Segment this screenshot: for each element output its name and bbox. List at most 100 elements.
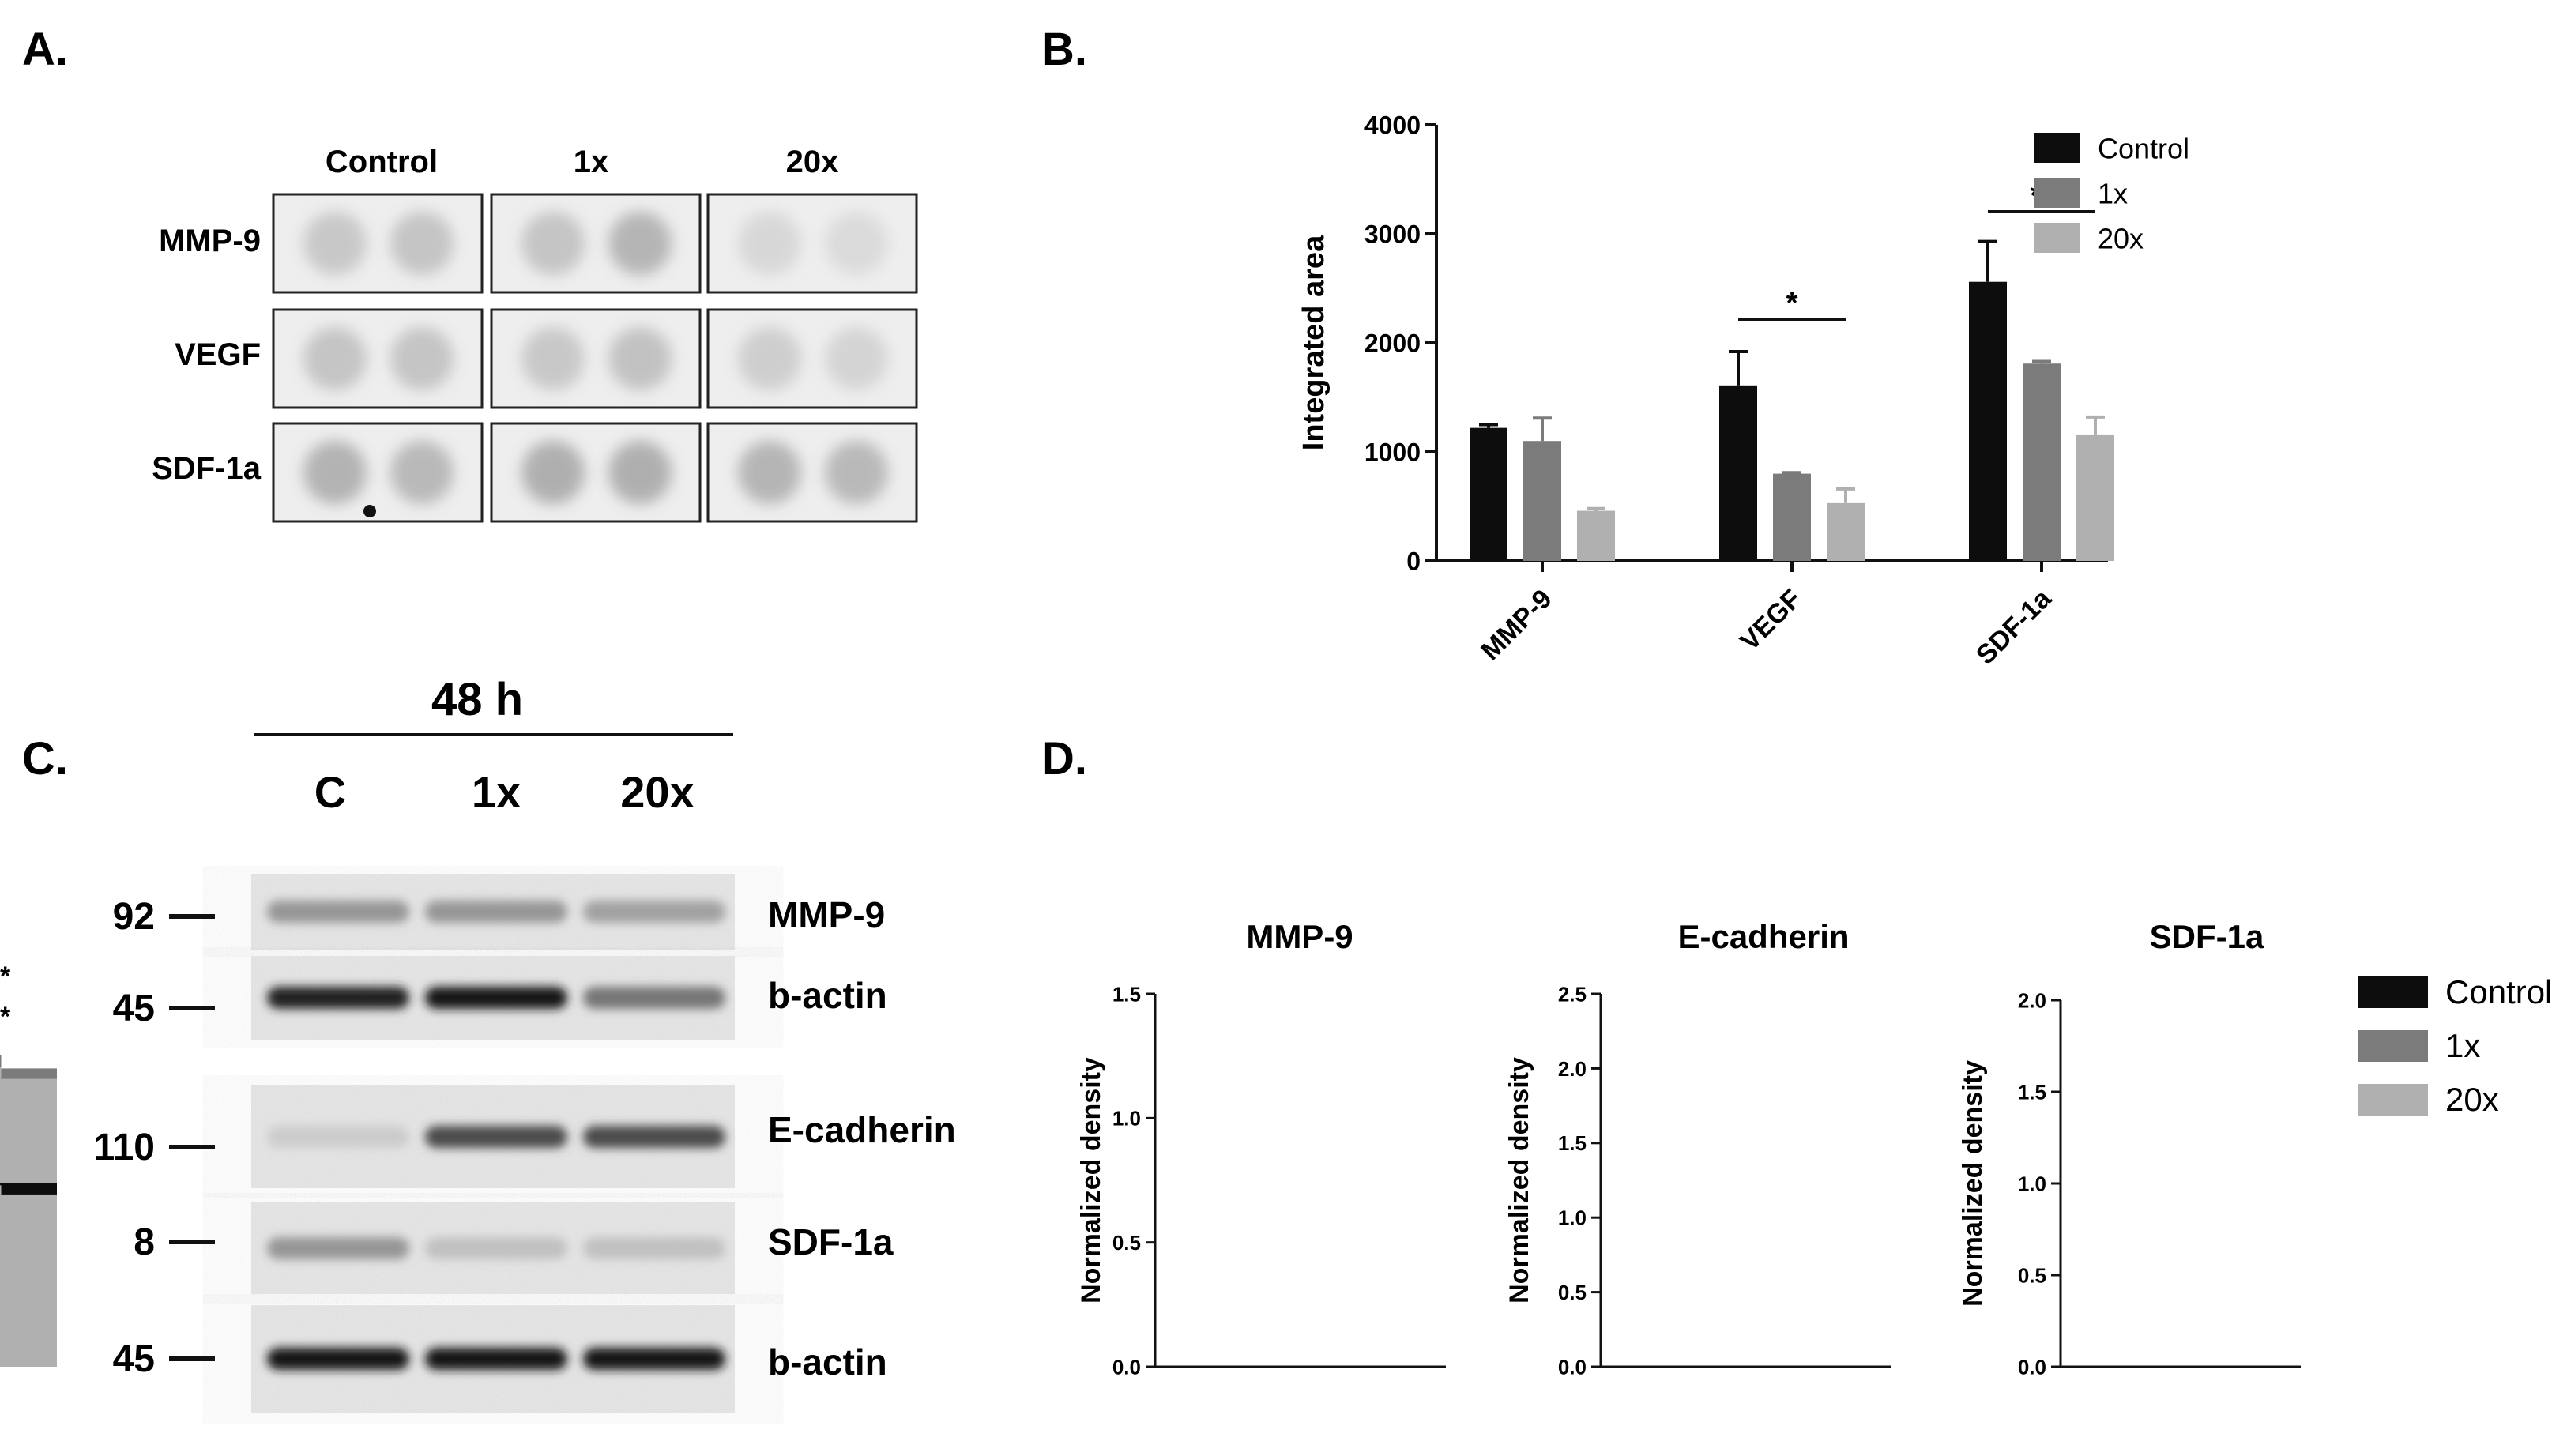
y-tick-label: 0 — [1406, 547, 1421, 576]
legend-swatch-20x — [2034, 223, 2080, 253]
chart-title: SDF-1a — [2150, 918, 2264, 955]
blot-band — [267, 1237, 409, 1259]
array-spot — [825, 327, 888, 390]
array-spot — [608, 441, 672, 504]
y-tick-label: 1000 — [1364, 438, 1421, 467]
blot-label: b-actin — [768, 1341, 887, 1383]
blot-label: MMP-9 — [768, 894, 885, 935]
mw-marker-label: 8 — [134, 1221, 155, 1263]
y-tick-label: 1.0 — [2018, 1172, 2046, 1195]
bar-1x — [2023, 363, 2061, 561]
array-spot — [303, 212, 367, 275]
blot-band — [425, 987, 567, 1009]
array-cells — [272, 193, 918, 523]
blot-label: b-actin — [768, 975, 887, 1016]
y-tick-label: 0.5 — [1558, 1281, 1587, 1304]
significance-label: ** — [0, 961, 11, 991]
blot-label: E-cadherin — [768, 1109, 956, 1150]
significance-label: * — [1786, 287, 1798, 320]
array-spot — [521, 441, 585, 504]
array-row-label: VEGF — [175, 337, 261, 372]
panel-label-b: B. — [1041, 24, 1087, 75]
blot-label: SDF-1a — [768, 1221, 894, 1262]
blot-band — [425, 1126, 567, 1148]
bar-20x — [1577, 510, 1615, 561]
legend-swatch-1x — [2034, 178, 2080, 208]
array-col-header: 20x — [786, 145, 839, 179]
array-row-label: MMP-9 — [159, 224, 261, 258]
lane-label: 20x — [620, 767, 694, 817]
bar-control — [1719, 385, 1757, 561]
array-spot — [608, 212, 672, 275]
y-tick-label: 2.5 — [1558, 982, 1587, 1006]
array-spot — [825, 212, 888, 275]
y-tick-label: 3000 — [1364, 220, 1421, 249]
blot-band — [267, 1126, 409, 1148]
array-spot — [303, 327, 367, 390]
y-tick-label: 1.5 — [1558, 1131, 1587, 1155]
legend-swatch-1x — [2358, 1030, 2428, 1062]
blot-band — [267, 901, 409, 923]
array-spot — [608, 327, 672, 390]
y-axis-label: Normalized density — [1076, 1057, 1106, 1304]
legend-label: Control — [2445, 973, 2552, 1010]
mw-marker-label: 92 — [113, 896, 155, 938]
mw-marker-label: 45 — [113, 1338, 155, 1380]
chart-d-sdf1a: 0.0 0.5 1.0 1.5 2.0 Normalized density SDF-1a 4… — [0, 918, 2552, 1379]
blot-strips: 92 MMP-9 45 b-actin 110 E-cadherin 8 SDF-1a 45 b-… — [94, 874, 956, 1413]
legend-swatch-control — [2358, 976, 2428, 1008]
array-spot — [303, 441, 367, 504]
blot-band — [583, 1348, 725, 1370]
blot-band — [583, 1237, 725, 1259]
y-tick-label: 0.5 — [2018, 1263, 2046, 1287]
membrane-speck — [363, 505, 376, 517]
blot-band — [583, 1126, 725, 1148]
array-spot — [390, 327, 454, 390]
array-spot — [390, 441, 454, 504]
array-spot — [825, 441, 888, 504]
y-tick-label: 2.0 — [2018, 988, 2046, 1012]
chart-title: E-cadherin — [1677, 918, 1849, 955]
legend-label: 20x — [2098, 222, 2144, 254]
timepoint-label: 48 h — [431, 674, 523, 725]
legend-label: 1x — [2098, 177, 2128, 209]
panel-label-d: D. — [1041, 733, 1087, 784]
blot-band — [425, 1237, 567, 1259]
legend-swatch-control — [2034, 133, 2080, 163]
y-axis-label: Normalized density — [1958, 1060, 1988, 1307]
y-tick-label: 0.0 — [1112, 1355, 1141, 1379]
array-spot — [738, 441, 801, 504]
array-spot — [390, 212, 454, 275]
bar-20x — [0, 1194, 57, 1367]
y-tick-label: 0.0 — [1558, 1355, 1587, 1379]
bar-control — [1969, 281, 2007, 561]
x-tick-label: VEGF — [1734, 584, 1807, 657]
y-tick-label: 1.0 — [1112, 1107, 1141, 1131]
significance-label: ** — [0, 1002, 11, 1032]
blot-band — [583, 901, 725, 923]
lane-label: C — [314, 767, 346, 817]
legend-swatch-20x — [2358, 1084, 2428, 1116]
blot-band — [267, 1348, 409, 1370]
panel-c-western: 48 h C 1x 20x 92 MMP-9 45 b-actin 110 E-cadhe… — [94, 674, 956, 1413]
legend-label: 1x — [2445, 1027, 2480, 1064]
bar-1x — [1773, 473, 1811, 561]
chart-title: MMP-9 — [1246, 918, 1353, 955]
mw-marker-label: 110 — [94, 1127, 155, 1168]
array-col-header: 1x — [574, 145, 609, 179]
y-tick-label: 0.0 — [2018, 1355, 2046, 1379]
chart-b: 0 1000 2000 3000 4000 Integrated area MMP-9 VEG… — [1297, 111, 2189, 671]
y-tick-label: 2.0 — [1558, 1057, 1587, 1081]
x-tick-label: MMP-9 — [1475, 584, 1557, 666]
y-axis-label: Normalized density — [1504, 1057, 1534, 1304]
lane-label: 1x — [472, 767, 521, 817]
blot-band — [425, 1348, 567, 1370]
mw-marker-label: 45 — [113, 988, 155, 1029]
y-axis-label: Integrated area — [1297, 235, 1331, 450]
bar-1x — [1523, 441, 1561, 561]
y-tick-label: 4000 — [1364, 111, 1421, 140]
array-row-label: SDF-1a — [152, 451, 262, 486]
array-spot — [738, 212, 801, 275]
y-tick-label: 1.5 — [1112, 982, 1141, 1006]
